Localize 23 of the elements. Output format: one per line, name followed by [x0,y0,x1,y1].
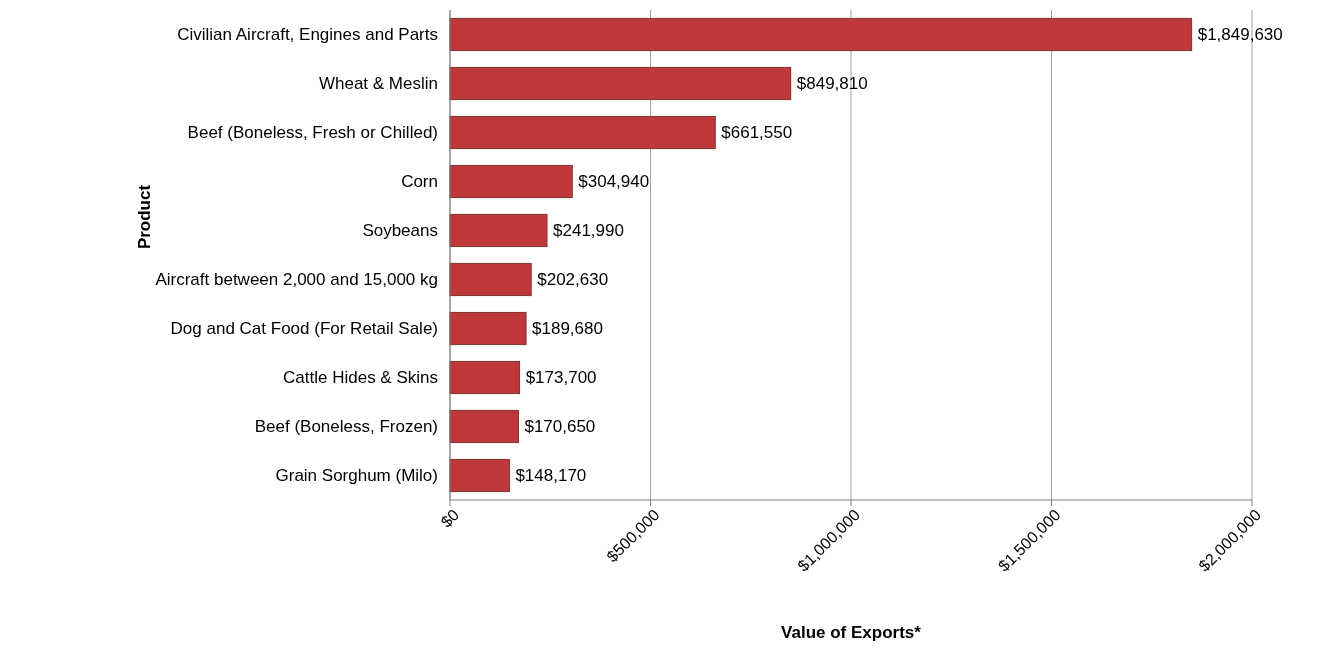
data-label: $304,940 [578,172,650,192]
y-tick-label: Cattle Hides & Skins [283,368,438,388]
y-tick-label: Grain Sorghum (Milo) [275,466,438,486]
data-label: $849,810 [796,74,868,94]
y-tick-label: Dog and Cat Food (For Retail Sale) [170,319,438,339]
y-tick-label: Wheat & Meslin [318,74,438,94]
x-axis-title: Value of Exports* [781,623,922,642]
data-label: $241,990 [553,221,624,241]
y-tick-label: Corn [401,172,438,192]
y-tick-label: Aircraft between 2,000 and 15,000 kg [155,270,438,290]
data-label: $1,849,630 [1197,25,1283,45]
y-tick-label: Beef (Boneless, Frozen) [254,417,438,437]
data-label: $148,170 [515,466,587,486]
x-tick-label: $0 [437,505,463,531]
y-tick-label: Civilian Aircraft, Engines and Parts [177,25,438,45]
data-label: $173,700 [525,368,597,388]
data-label: $661,550 [721,123,793,143]
data-label: $170,650 [524,417,596,437]
data-label: $189,680 [532,319,603,339]
y-tick-label: Beef (Boneless, Fresh or Chilled) [187,123,438,143]
y-tick-label: Soybeans [362,221,438,241]
y-axis-title: Product [135,184,154,250]
data-label: $202,630 [537,270,609,290]
